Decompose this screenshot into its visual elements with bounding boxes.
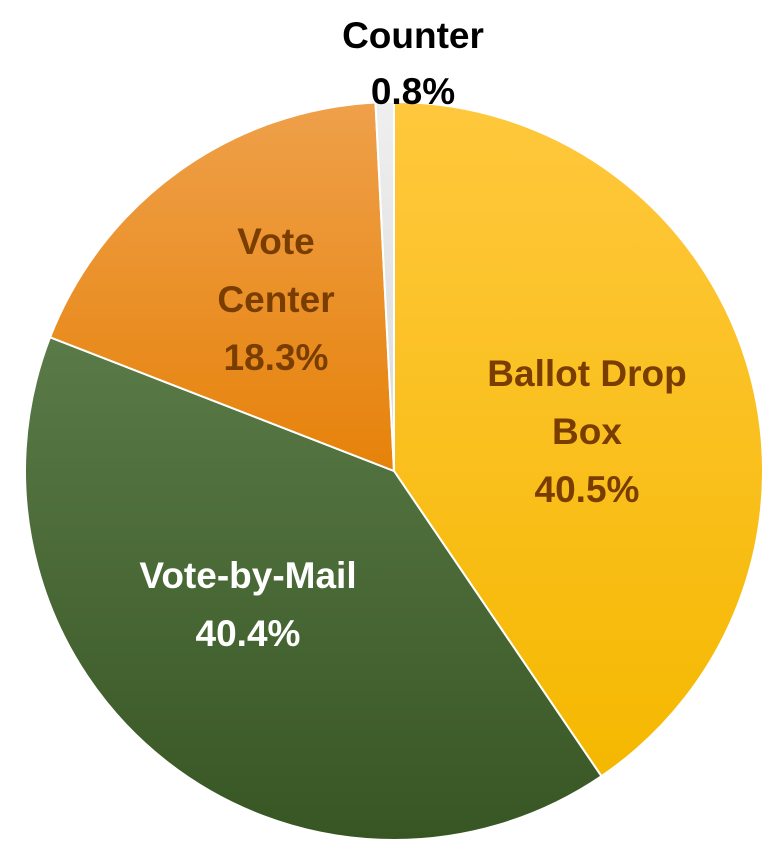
slice-ballot-drop-box bbox=[393, 100, 762, 778]
data-label-vote-by-mail: Vote-by-Mail 40.4% bbox=[139, 555, 356, 654]
slice-vote-by-mail bbox=[24, 336, 603, 841]
pie-labels: Ballot Drop Box 40.5% Vote-by-Mail 40.4% Vote… bbox=[139, 15, 686, 654]
slice-vote-center bbox=[48, 101, 396, 473]
pie-slices bbox=[24, 100, 762, 841]
data-label-ballot-drop-box: Ballot Drop Box 40.5% bbox=[487, 353, 686, 510]
data-label-counter: Counter 0.8% bbox=[342, 15, 484, 112]
data-label-vote-center: Vote Center 18.3% bbox=[217, 221, 334, 378]
slice-counter bbox=[374, 100, 395, 472]
